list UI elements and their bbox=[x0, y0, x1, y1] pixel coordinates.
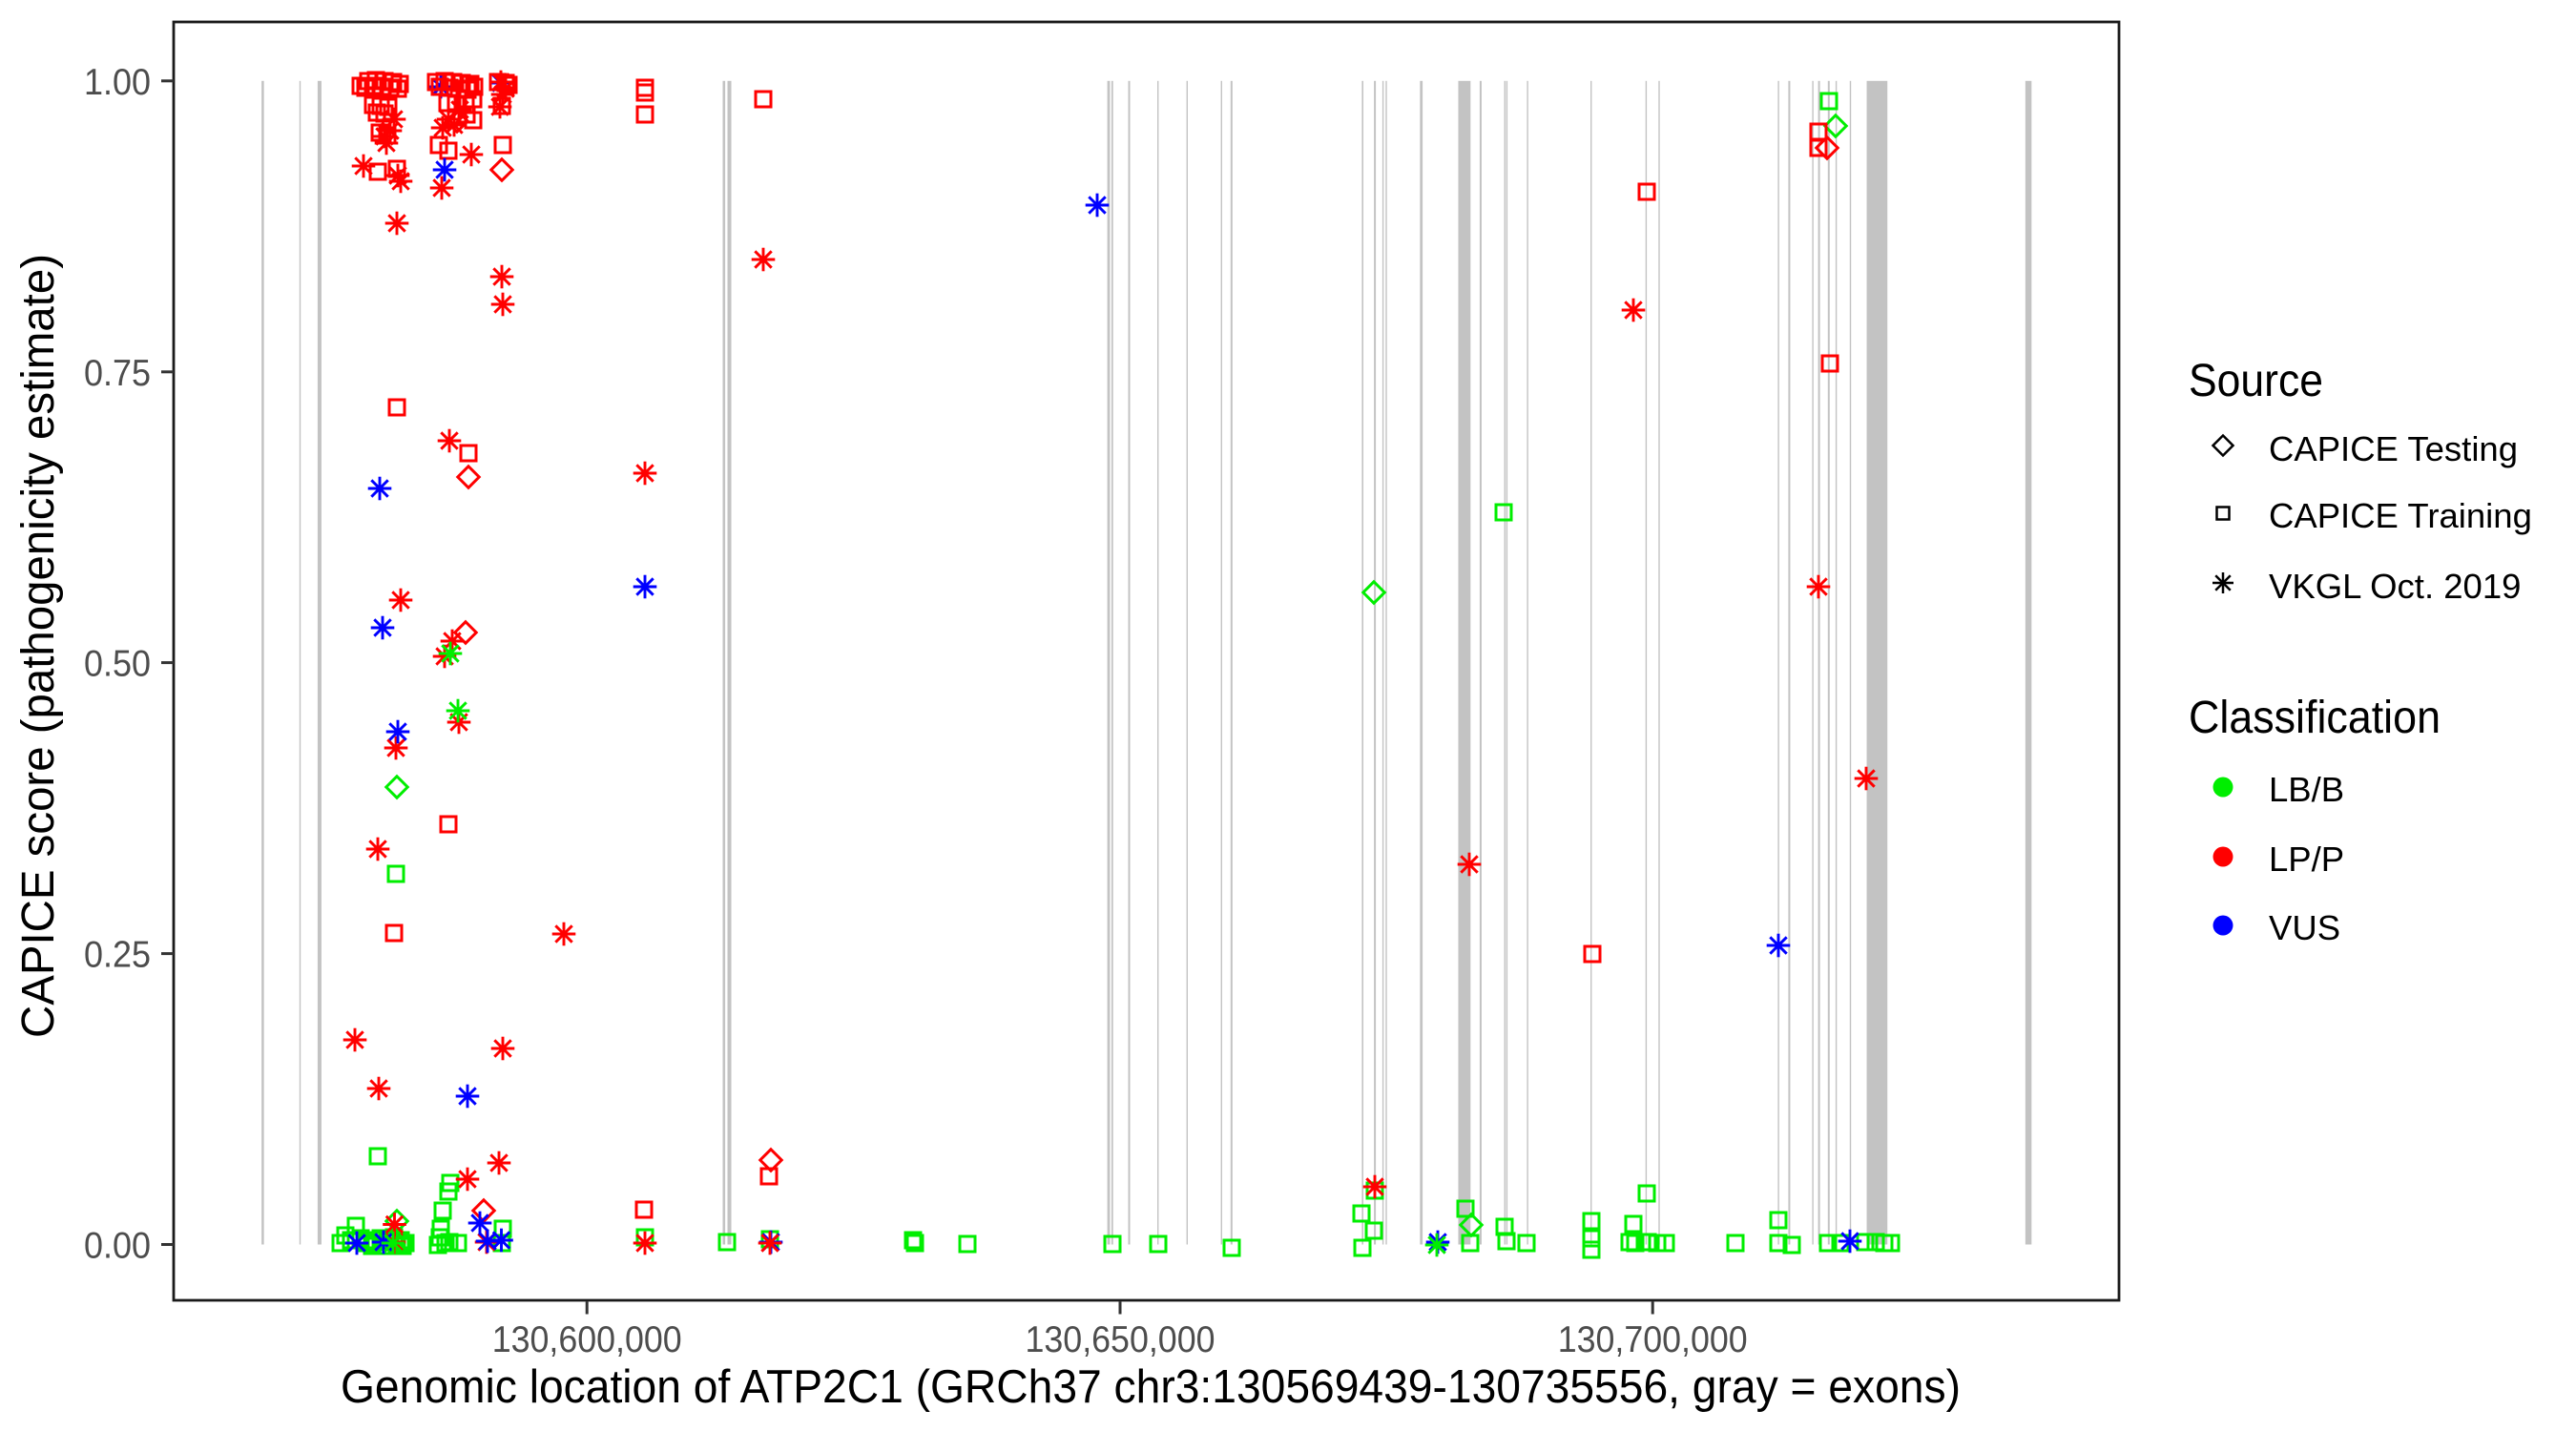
svg-text:130,700,000: 130,700,000 bbox=[1558, 1319, 1748, 1360]
svg-text:130,650,000: 130,650,000 bbox=[1026, 1319, 1215, 1360]
svg-text:130,600,000: 130,600,000 bbox=[492, 1319, 682, 1360]
svg-text:0.75: 0.75 bbox=[84, 353, 151, 394]
svg-text:LB/B: LB/B bbox=[2269, 770, 2344, 809]
svg-text:VUS: VUS bbox=[2269, 908, 2340, 947]
svg-text:LP/P: LP/P bbox=[2269, 840, 2344, 879]
svg-text:Source: Source bbox=[2189, 355, 2323, 406]
svg-text:0.00: 0.00 bbox=[84, 1226, 151, 1267]
svg-text:CAPICE Training: CAPICE Training bbox=[2269, 496, 2532, 535]
svg-text:Genomic location of ATP2C1 (GR: Genomic location of ATP2C1 (GRCh37 chr3:… bbox=[341, 1361, 1961, 1413]
svg-text:VKGL Oct. 2019: VKGL Oct. 2019 bbox=[2269, 567, 2521, 606]
svg-text:1.00: 1.00 bbox=[84, 62, 151, 103]
svg-text:0.25: 0.25 bbox=[84, 935, 151, 976]
svg-text:Classification: Classification bbox=[2189, 692, 2441, 743]
svg-text:0.50: 0.50 bbox=[84, 644, 151, 685]
svg-text:CAPICE score (pathogenicity es: CAPICE score (pathogenicity estimate) bbox=[13, 254, 64, 1038]
svg-text:CAPICE Testing: CAPICE Testing bbox=[2269, 429, 2518, 468]
